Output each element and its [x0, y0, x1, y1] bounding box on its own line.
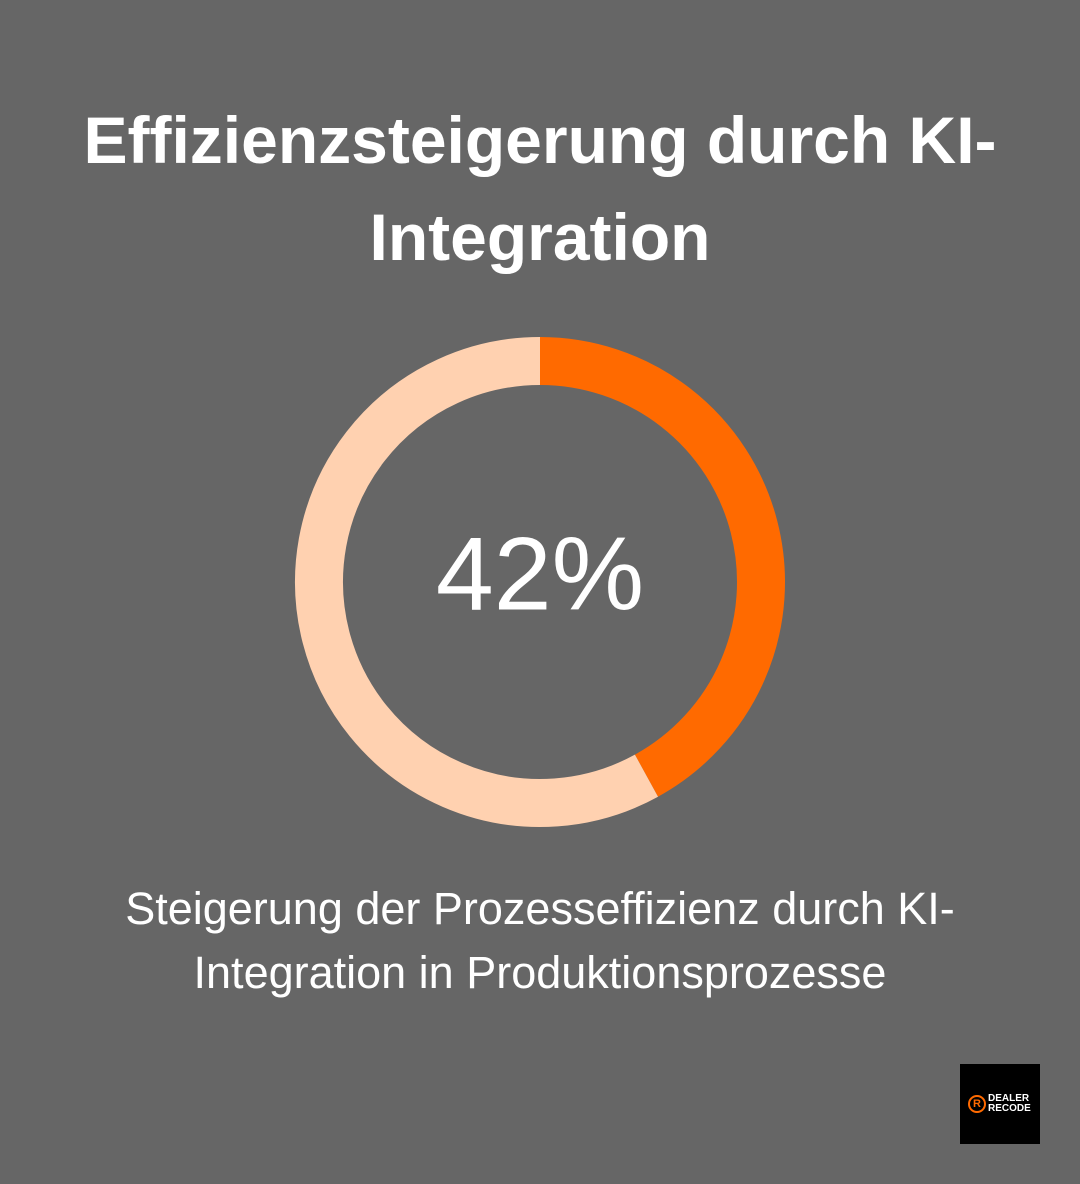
logo-mark: R — [968, 1095, 986, 1113]
description: Steigerung der Prozesseffizienz durch KI… — [125, 883, 955, 998]
logo-text: DEALER RECODE — [988, 1094, 1031, 1114]
chart-title: Effizienzsteigerung durch KI-Integration — [83, 103, 997, 274]
logo: R DEALER RECODE — [960, 1064, 1040, 1144]
logo-line: DEALER — [988, 1093, 1030, 1104]
logo-line: RECODE — [988, 1103, 1031, 1114]
donut-segment — [539, 337, 785, 797]
center-label: 42% — [436, 516, 644, 632]
donut-segment — [295, 337, 658, 827]
